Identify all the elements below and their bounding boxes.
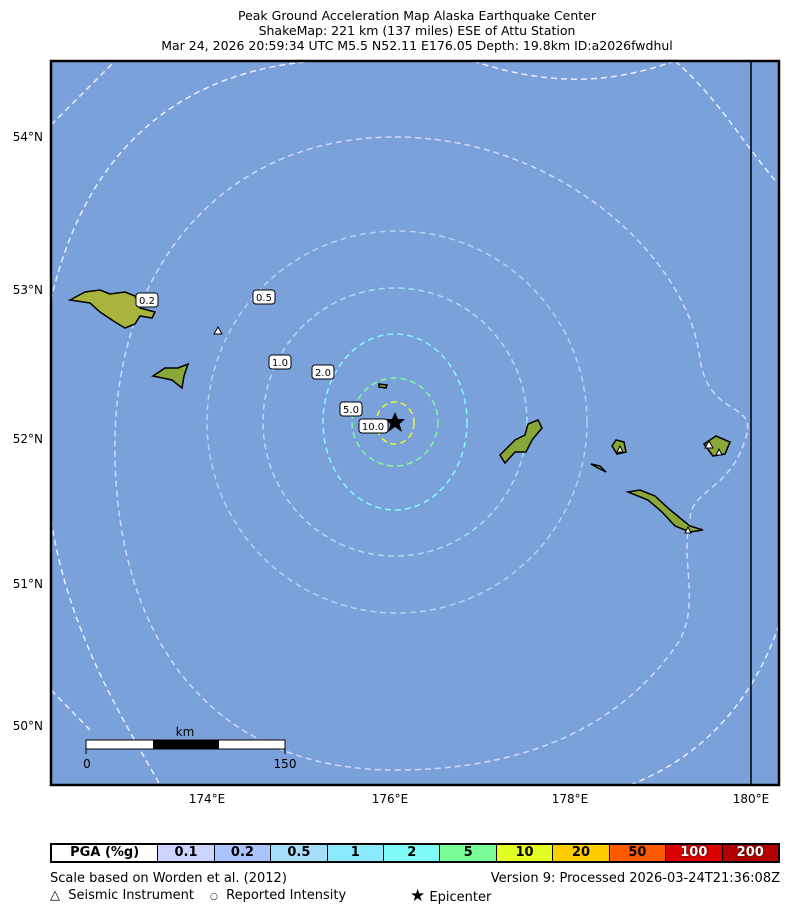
triangle-icon: △ bbox=[50, 888, 60, 903]
seismic-instrument-icon bbox=[704, 439, 714, 449]
map-subtitle: ShakeMap: 221 km (137 miles) ESE of Attu… bbox=[258, 23, 576, 38]
contour-1 bbox=[262, 287, 528, 557]
pga-legend: PGA (%g) 0.1 0.2 0.5 1 2 5 10 20 50 100 200 bbox=[50, 843, 780, 863]
lon-tick: 180°E bbox=[733, 792, 770, 806]
svg-text:150: 150 bbox=[274, 757, 297, 771]
legend-bin: 100 bbox=[665, 845, 722, 861]
circle-icon: ○ bbox=[210, 892, 218, 902]
map-frame bbox=[49, 59, 781, 787]
ocean bbox=[51, 61, 779, 785]
contour-label-0.2: 0.2 bbox=[135, 292, 159, 308]
island-agattu bbox=[151, 362, 190, 390]
seismic-instrument-icon bbox=[684, 525, 692, 534]
version-info: Version 9: Processed 2026-03-24T21:36:08… bbox=[490, 871, 780, 886]
contour-label-0.5: 0.5 bbox=[252, 289, 276, 305]
legend-bin: 2 bbox=[383, 845, 440, 861]
seismic-instrument-icon bbox=[715, 447, 723, 456]
legend-bin: 5 bbox=[439, 845, 496, 861]
contour-5 bbox=[351, 377, 439, 467]
svg-text:km: km bbox=[176, 725, 195, 739]
legend-bin: 200 bbox=[721, 845, 778, 861]
lat-tick: 52°N bbox=[13, 432, 43, 446]
contour-label-1.0: 1.0 bbox=[268, 354, 292, 370]
lon-tick: 178°E bbox=[552, 792, 589, 806]
legend-bin: 0.2 bbox=[213, 845, 271, 861]
legend-bin: 1 bbox=[326, 845, 383, 861]
contour-label-5.0: 5.0 bbox=[339, 401, 363, 417]
island-kiska bbox=[499, 419, 543, 465]
star-icon: ★ bbox=[410, 886, 426, 906]
svg-text:5.0: 5.0 bbox=[343, 405, 359, 416]
svg-text:10.0: 10.0 bbox=[362, 422, 384, 433]
seismic-instrument-icon bbox=[213, 325, 223, 335]
lat-tick: 51°N bbox=[13, 577, 43, 591]
epicenter-star-icon bbox=[385, 412, 405, 432]
island-amchitka bbox=[625, 489, 704, 533]
contour-0.2 bbox=[114, 136, 749, 771]
scale-note: Scale based on Worden et al. (2012) bbox=[50, 871, 287, 886]
reported-legend: Reported Intensity bbox=[226, 888, 347, 903]
legend-bin: 0.5 bbox=[270, 845, 327, 861]
lat-tick: 50°N bbox=[13, 719, 43, 733]
lon-tick: 174°E bbox=[189, 792, 226, 806]
lon-tick: 176°E bbox=[372, 792, 409, 806]
contour-label-10.0: 10.0 bbox=[358, 418, 389, 434]
island-attu bbox=[67, 289, 157, 329]
island-small bbox=[378, 383, 389, 389]
island-rat bbox=[590, 463, 607, 473]
shakemap: 0.2 0.5 1.0 2.0 5.0 10.0 km 0 150 54°N 5… bbox=[13, 59, 781, 806]
svg-text:0.5: 0.5 bbox=[256, 293, 272, 304]
legend-bin: 20 bbox=[552, 845, 609, 861]
lat-tick: 53°N bbox=[13, 283, 43, 297]
legend-bin: 10 bbox=[495, 845, 553, 861]
legend-header: PGA (%g) bbox=[52, 845, 158, 861]
contour-0.1 bbox=[51, 61, 779, 785]
legend-bin: 0.1 bbox=[157, 845, 214, 861]
seismic-legend: Seismic Instrument bbox=[68, 888, 194, 903]
svg-text:2.0: 2.0 bbox=[315, 368, 331, 379]
contour-2 bbox=[322, 333, 468, 511]
contour-label-2.0: 2.0 bbox=[311, 364, 335, 380]
scale-bar: km 0 150 bbox=[83, 725, 296, 771]
island-semisopochnoi bbox=[702, 435, 731, 457]
contour-0.5 bbox=[206, 230, 588, 614]
svg-text:0: 0 bbox=[83, 757, 91, 771]
svg-text:1.0: 1.0 bbox=[272, 358, 288, 369]
legend-bin: 50 bbox=[608, 845, 666, 861]
epicenter-legend: Epicenter bbox=[429, 890, 492, 905]
lat-tick: 54°N bbox=[13, 130, 43, 144]
seismic-instrument-icon bbox=[616, 444, 624, 453]
svg-text:0.2: 0.2 bbox=[139, 296, 155, 307]
event-info: Mar 24, 2026 20:59:34 UTC M5.5 N52.11 E1… bbox=[161, 38, 673, 53]
map-title: Peak Ground Acceleration Map Alaska Eart… bbox=[237, 8, 597, 23]
